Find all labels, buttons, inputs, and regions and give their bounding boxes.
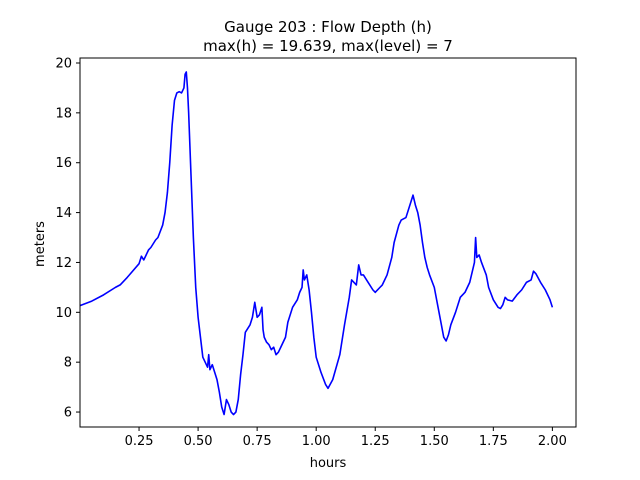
x-axis-label: hours bbox=[310, 456, 347, 471]
x-tick-label: 0.25 bbox=[125, 434, 154, 449]
y-tick-label: 18 bbox=[55, 106, 72, 121]
plot-area: 0.25 0.50 0.75 1.00 1.25 1.50 1.75 2.00 6 8 10 12 14… bbox=[55, 56, 577, 449]
x-tick-label: 1.75 bbox=[479, 434, 508, 449]
x-tick-label: 0.75 bbox=[243, 434, 272, 449]
series-line bbox=[79, 71, 554, 416]
chart-title-line2: max(h) = 19.639, max(level) = 7 bbox=[203, 37, 453, 55]
y-tick-label: 8 bbox=[64, 356, 72, 371]
x-tick-label: 0.50 bbox=[184, 434, 213, 449]
y-tick-label: 12 bbox=[55, 256, 72, 271]
y-tick-label: 10 bbox=[55, 306, 72, 321]
y-axis-label: meters bbox=[33, 221, 48, 267]
x-tick-label: 1.50 bbox=[420, 434, 449, 449]
chart-title-line1: Gauge 203 : Flow Depth (h) bbox=[224, 18, 432, 36]
y-tick-label: 16 bbox=[55, 156, 72, 171]
axes-frame bbox=[79, 57, 577, 428]
y-tick-label: 20 bbox=[55, 56, 72, 71]
x-tick-label: 1.00 bbox=[302, 434, 331, 449]
y-tick-label: 14 bbox=[55, 206, 72, 221]
x-tick-label: 2.00 bbox=[538, 434, 567, 449]
y-tick-label: 6 bbox=[64, 406, 72, 421]
x-tick-label: 1.25 bbox=[361, 434, 390, 449]
